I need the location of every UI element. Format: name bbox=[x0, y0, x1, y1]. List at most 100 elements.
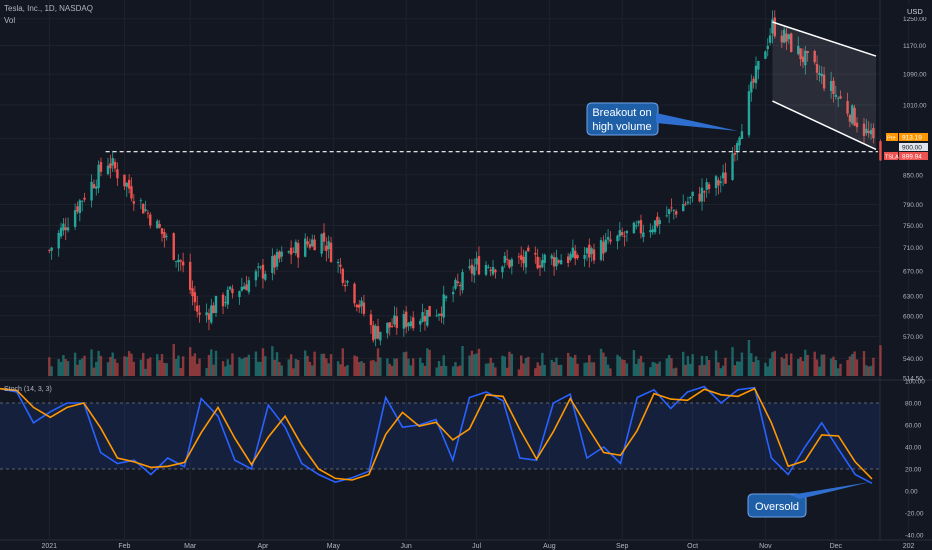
volume-bar bbox=[566, 352, 570, 376]
candle-body bbox=[341, 268, 344, 283]
volume-bar bbox=[454, 362, 457, 376]
volume-bar bbox=[599, 348, 603, 376]
volume-bar bbox=[156, 354, 159, 376]
volume-bar bbox=[407, 358, 410, 376]
candle-body bbox=[226, 289, 229, 305]
volume-bar bbox=[592, 362, 596, 376]
price-tick-label: 600.00 bbox=[903, 313, 923, 320]
candle-body bbox=[853, 107, 856, 126]
volume-bar bbox=[83, 355, 86, 376]
volume-bar bbox=[440, 366, 443, 376]
volume-bar bbox=[851, 354, 854, 376]
volume-bar bbox=[106, 362, 110, 376]
volume-bar bbox=[665, 358, 668, 376]
candle-body bbox=[163, 232, 166, 238]
candle-body bbox=[346, 280, 349, 283]
volume-bar bbox=[867, 366, 870, 376]
volume-bar bbox=[836, 368, 840, 376]
volume-bar bbox=[574, 354, 577, 376]
volume-bar bbox=[419, 357, 422, 376]
volume-bar bbox=[651, 361, 654, 376]
candle-body bbox=[109, 163, 112, 169]
candle-body bbox=[557, 260, 560, 263]
candle-body bbox=[259, 266, 262, 268]
candle-body bbox=[750, 81, 753, 93]
candle-body bbox=[113, 161, 117, 169]
candle-body bbox=[160, 228, 164, 234]
candle-body bbox=[670, 207, 673, 209]
volume-bar bbox=[797, 358, 800, 376]
volume-bar bbox=[92, 367, 96, 376]
candle-body bbox=[388, 322, 391, 328]
volume-bar bbox=[198, 358, 201, 376]
candle-body bbox=[538, 265, 542, 268]
volume-bar bbox=[475, 353, 478, 376]
candle-body bbox=[374, 325, 377, 339]
stoch-tick-label: 20.00 bbox=[905, 467, 922, 474]
oversold-text: Oversold bbox=[755, 501, 799, 513]
candle-body bbox=[799, 48, 802, 60]
volume-bar bbox=[257, 361, 260, 376]
candle-body bbox=[468, 266, 471, 269]
volume-bar bbox=[813, 351, 816, 376]
volume-bar bbox=[80, 358, 84, 376]
volume-bar bbox=[386, 358, 389, 376]
volume-bar bbox=[149, 357, 152, 376]
volume-bar bbox=[731, 347, 734, 376]
candle-body bbox=[818, 73, 821, 75]
volume-bar bbox=[95, 361, 98, 376]
volume-bar bbox=[57, 359, 60, 376]
candle-body bbox=[583, 254, 586, 259]
candle-body bbox=[80, 200, 84, 202]
candle-body bbox=[165, 236, 168, 237]
volume-bar bbox=[585, 362, 589, 376]
candle-body bbox=[649, 230, 652, 233]
volume-bar bbox=[271, 346, 274, 376]
time-tick-label: 2021 bbox=[42, 543, 58, 550]
candle-body bbox=[437, 314, 441, 316]
candle-body bbox=[99, 162, 103, 172]
candle-body bbox=[724, 172, 727, 184]
volume-bar bbox=[721, 365, 725, 376]
volume-bar bbox=[590, 362, 593, 376]
volume-bar bbox=[289, 354, 293, 376]
volume-bar bbox=[402, 352, 406, 376]
time-tick-label: Sep bbox=[616, 543, 629, 550]
candle-body bbox=[588, 244, 591, 258]
candle-body bbox=[327, 241, 330, 250]
volume-bar bbox=[426, 348, 429, 376]
candle-body bbox=[658, 220, 661, 225]
volume-bar bbox=[538, 365, 542, 376]
candle-body bbox=[815, 64, 819, 73]
stoch-legend: Stoch (14, 3, 3) bbox=[4, 386, 52, 393]
stoch-tick-label: 60.00 bbox=[905, 423, 922, 430]
candle-body bbox=[470, 264, 474, 274]
candle-body bbox=[766, 45, 769, 50]
volume-bar bbox=[409, 365, 413, 376]
candle-body bbox=[651, 229, 654, 233]
candle-body bbox=[386, 322, 389, 334]
volume-bar bbox=[639, 355, 643, 376]
candle-body bbox=[142, 203, 145, 214]
candle-body bbox=[543, 254, 546, 263]
volume-bar bbox=[339, 364, 342, 376]
candle-body bbox=[839, 96, 842, 99]
candle-body bbox=[261, 264, 265, 279]
candle-body bbox=[325, 245, 328, 252]
volume-bar bbox=[393, 358, 396, 376]
volume-bar bbox=[787, 365, 791, 376]
price-tick-label: 1250.00 bbox=[903, 16, 927, 23]
volume-bar bbox=[477, 348, 481, 376]
candle-body bbox=[66, 227, 70, 231]
currency-button[interactable] bbox=[904, 4, 928, 17]
candle-body bbox=[264, 273, 267, 280]
volume-bar bbox=[97, 350, 100, 376]
volume-bar bbox=[653, 362, 657, 376]
candle-body bbox=[520, 255, 523, 260]
volume-bar bbox=[165, 363, 168, 376]
volume-bar bbox=[461, 345, 464, 376]
candle-body bbox=[59, 227, 63, 237]
breakout-callout bbox=[586, 102, 659, 136]
